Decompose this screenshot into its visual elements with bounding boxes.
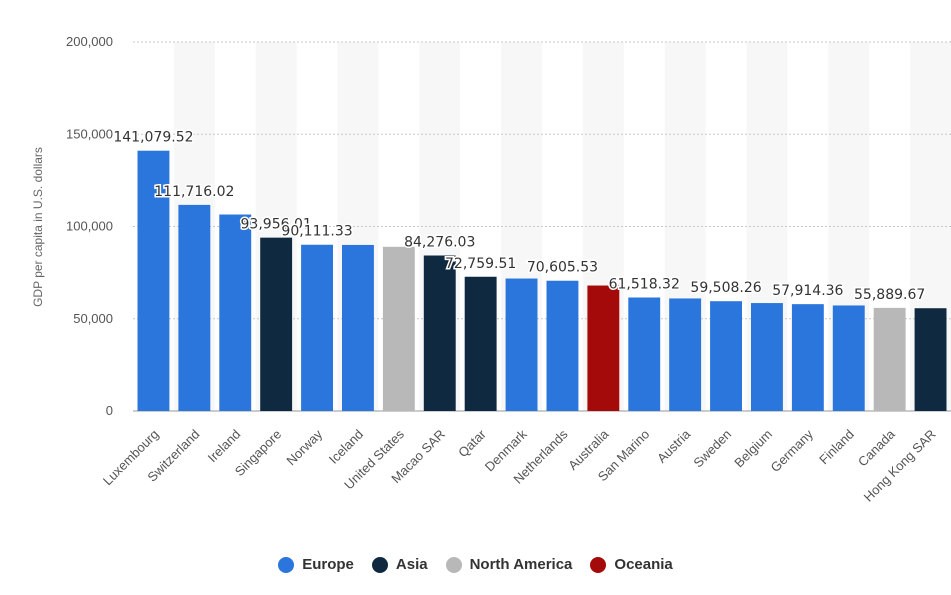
legend-label-asia: Asia — [395, 556, 428, 573]
category-label: Ireland — [205, 427, 244, 466]
bar[interactable] — [546, 280, 579, 411]
data-label: 57,914.36 — [772, 283, 843, 299]
data-label: 72,759.51 — [445, 256, 516, 272]
legend-item-north-america[interactable]: North America — [445, 556, 573, 573]
data-label: 61,518.32 — [609, 276, 680, 292]
legend-swatch-north-america — [445, 556, 462, 573]
bar[interactable] — [137, 150, 170, 411]
bar[interactable] — [423, 255, 456, 411]
bar[interactable] — [710, 301, 743, 411]
category-label: Sweden — [690, 427, 734, 471]
legend-item-asia[interactable]: Asia — [371, 556, 428, 573]
category-label: Norway — [283, 426, 325, 468]
bar[interactable] — [382, 246, 415, 411]
data-label: 84,276.03 — [404, 235, 475, 251]
bar[interactable] — [341, 244, 374, 411]
y-tick-label: 100,000 — [66, 219, 113, 234]
category-label: Hong Kong SAR — [861, 427, 939, 505]
bar[interactable] — [301, 244, 334, 411]
legend-swatch-oceania — [590, 556, 607, 573]
data-label: 141,079.52 — [113, 130, 193, 146]
bar-chart: 0 50,000 100,000 150,000 200,000 GDP per cap… — [31, 34, 951, 505]
y-tick-label: 200,000 — [66, 34, 113, 49]
bar[interactable] — [832, 305, 865, 411]
y-tick-label: 150,000 — [66, 126, 113, 141]
data-label: 90,111.33 — [281, 224, 352, 240]
legend-item-europe[interactable]: Europe — [278, 556, 354, 573]
legend: Europe Asia North America Oceania — [0, 556, 951, 573]
legend-swatch-europe — [278, 556, 295, 573]
category-label: Qatar — [455, 426, 489, 460]
bar[interactable] — [260, 237, 293, 411]
category-label: Germany — [768, 426, 817, 475]
bar[interactable] — [914, 308, 947, 411]
data-label: 93,956.01 — [241, 217, 312, 233]
bar[interactable] — [505, 278, 538, 411]
data-label: 55,889.67 — [854, 287, 925, 303]
bar[interactable] — [587, 285, 620, 411]
bar[interactable] — [791, 304, 824, 411]
bars — [137, 150, 947, 411]
y-tick-label: 50,000 — [73, 311, 113, 326]
legend-label-oceania: Oceania — [614, 556, 673, 573]
y-axis-title: GDP per capita in U.S. dollars — [31, 147, 45, 307]
bar[interactable] — [464, 276, 497, 411]
category-label: Iceland — [326, 427, 366, 467]
legend-label-north-america: North America — [469, 556, 573, 573]
bar[interactable] — [669, 298, 702, 411]
data-label: 111,716.02 — [154, 184, 234, 200]
y-axis-ticks: 0 50,000 100,000 150,000 200,000 — [66, 34, 113, 418]
bar[interactable] — [873, 307, 906, 411]
category-label: Austria — [654, 426, 694, 466]
bar[interactable] — [628, 297, 661, 411]
bar[interactable] — [219, 214, 252, 411]
bar[interactable] — [178, 204, 211, 411]
y-tick-label: 0 — [106, 403, 113, 418]
legend-label-europe: Europe — [302, 556, 354, 573]
legend-item-oceania[interactable]: Oceania — [590, 556, 673, 573]
category-label: Finland — [816, 427, 857, 468]
data-label: 59,508.26 — [690, 280, 761, 296]
data-label: 70,605.53 — [527, 260, 598, 276]
bar[interactable] — [750, 303, 783, 411]
legend-swatch-asia — [371, 556, 388, 573]
